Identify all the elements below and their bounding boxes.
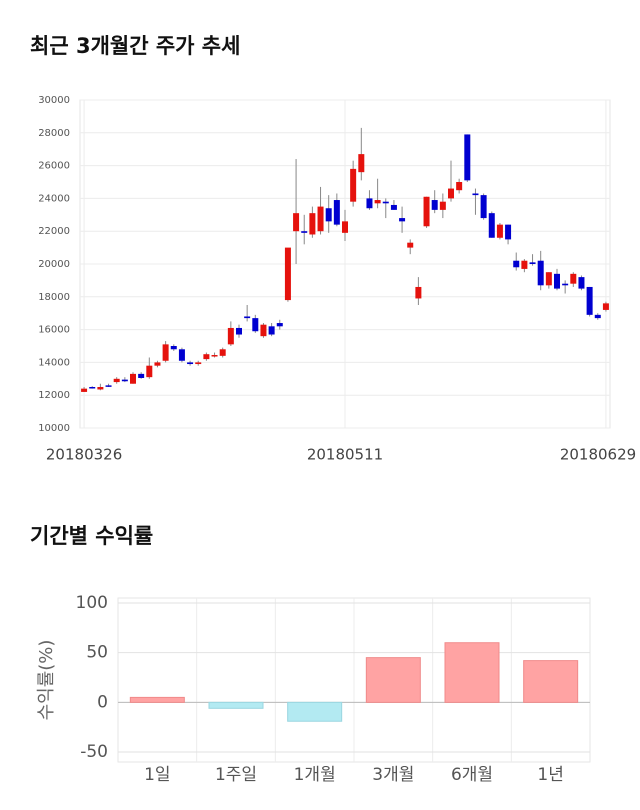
candle-body bbox=[439, 201, 446, 210]
candle-body bbox=[399, 218, 406, 222]
candle-body bbox=[309, 213, 316, 235]
candle-body bbox=[545, 272, 552, 286]
candle-body bbox=[105, 385, 112, 387]
candle-body bbox=[472, 193, 479, 196]
candle-body bbox=[89, 387, 96, 389]
candle-body bbox=[537, 260, 544, 286]
x-tick-label: 20180326 bbox=[46, 446, 122, 464]
candle-body bbox=[138, 373, 145, 378]
candle-body bbox=[203, 354, 210, 360]
y-tick-label: 22000 bbox=[38, 226, 70, 237]
candle-body bbox=[594, 314, 601, 319]
y-tick-label: 26000 bbox=[38, 161, 70, 172]
candle-body bbox=[121, 379, 128, 382]
y-tick-label: 14000 bbox=[38, 357, 70, 368]
candle-body bbox=[260, 324, 267, 337]
candle-body bbox=[407, 242, 414, 248]
y-tick-label: 50 bbox=[86, 643, 108, 663]
candle-body bbox=[97, 387, 104, 390]
candle-body bbox=[252, 318, 259, 332]
candle-body bbox=[562, 283, 569, 286]
candle-body bbox=[81, 388, 88, 392]
bar bbox=[287, 701, 343, 722]
candle-body bbox=[178, 349, 185, 361]
x-tick-label: 20180511 bbox=[307, 446, 383, 464]
y-tick-label: 28000 bbox=[38, 128, 70, 139]
y-tick-label: -50 bbox=[80, 742, 108, 762]
bar bbox=[444, 642, 500, 703]
candle-body bbox=[390, 204, 397, 210]
candle-body bbox=[366, 198, 373, 209]
candle-body bbox=[578, 277, 585, 289]
candle-body bbox=[423, 196, 430, 227]
candle-body bbox=[236, 327, 242, 335]
candle-body bbox=[358, 154, 365, 173]
y-tick-label: 0 bbox=[97, 692, 108, 712]
y-axis-label: 수익률(%) bbox=[36, 640, 57, 721]
candle-body bbox=[187, 362, 194, 365]
candle-body bbox=[276, 323, 283, 327]
candle-body bbox=[488, 213, 495, 238]
candle-body bbox=[464, 134, 471, 181]
candle-body bbox=[529, 262, 536, 264]
y-tick-label: 12000 bbox=[38, 390, 70, 401]
y-tick-label: 18000 bbox=[38, 292, 70, 303]
candle-body bbox=[350, 168, 357, 202]
candle-body bbox=[219, 349, 226, 356]
candle-body bbox=[554, 273, 560, 289]
x-tick-label: 1일 bbox=[144, 765, 170, 785]
y-tick-label: 16000 bbox=[38, 325, 70, 336]
candle-body bbox=[602, 303, 609, 310]
candle-body bbox=[244, 316, 251, 319]
bar bbox=[129, 696, 185, 703]
candle-body bbox=[496, 224, 503, 238]
candle-body bbox=[293, 213, 300, 232]
candle-body bbox=[113, 378, 120, 383]
x-tick-label: 6개월 bbox=[451, 765, 493, 785]
candle-body bbox=[154, 362, 161, 366]
candle-body bbox=[382, 201, 389, 204]
candle-body bbox=[317, 206, 324, 232]
bar bbox=[365, 657, 421, 703]
x-tick-label: 1년 bbox=[537, 765, 563, 785]
y-tick-label: 10000 bbox=[38, 423, 70, 434]
x-tick-label: 1주일 bbox=[215, 765, 257, 785]
y-tick-label: 100 bbox=[76, 593, 108, 613]
x-tick-label: 20180629 bbox=[560, 446, 636, 464]
candle-body bbox=[284, 247, 291, 301]
candle-body bbox=[586, 286, 593, 315]
candle-body bbox=[268, 326, 275, 335]
candle-body bbox=[325, 208, 332, 222]
candle-body bbox=[227, 327, 234, 345]
candle-body bbox=[170, 346, 177, 350]
candle-body bbox=[195, 362, 202, 365]
candle-body bbox=[211, 355, 218, 357]
candle-body bbox=[521, 260, 528, 269]
x-tick-label: 3개월 bbox=[372, 765, 414, 785]
candle-body bbox=[415, 286, 422, 299]
candle-body bbox=[448, 188, 454, 199]
candle-body bbox=[162, 344, 169, 361]
y-tick-label: 20000 bbox=[38, 259, 70, 270]
candle-body bbox=[130, 373, 136, 384]
candle-body bbox=[505, 224, 512, 240]
y-tick-label: 30000 bbox=[38, 95, 70, 106]
candle-body bbox=[431, 200, 438, 210]
candle-body bbox=[333, 200, 340, 225]
chart-title: 최근 3개월간 주가 추세 bbox=[30, 34, 240, 58]
y-tick-label: 24000 bbox=[38, 193, 70, 204]
candle-body bbox=[301, 231, 308, 233]
bar bbox=[208, 701, 264, 709]
candle-body bbox=[570, 273, 577, 284]
candle-body bbox=[374, 200, 381, 204]
candle-body bbox=[146, 365, 153, 378]
candle-body bbox=[513, 260, 520, 268]
bar bbox=[523, 660, 579, 703]
candle-body bbox=[342, 221, 348, 233]
chart-title: 기간별 수익률 bbox=[30, 524, 153, 548]
candle-body bbox=[480, 195, 487, 219]
candle-body bbox=[456, 182, 463, 191]
x-tick-label: 1개월 bbox=[294, 765, 336, 785]
